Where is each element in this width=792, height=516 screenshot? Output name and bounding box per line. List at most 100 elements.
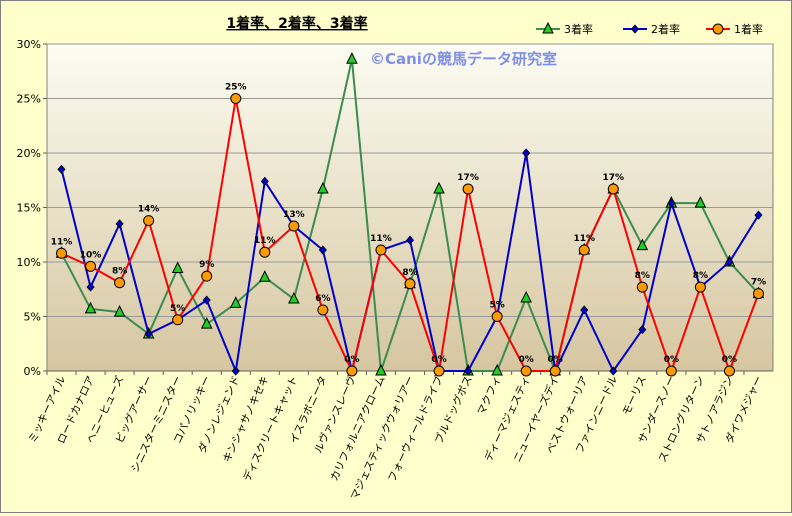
marker-circle	[578, 244, 590, 256]
marker-triangle	[258, 270, 271, 282]
legend-item: 1着率	[706, 22, 763, 36]
data-label: 8%	[635, 271, 650, 281]
marker-circle	[317, 304, 329, 316]
marker-diamond	[725, 257, 734, 267]
marker-circle	[404, 278, 416, 290]
data-label: 0%	[722, 355, 737, 365]
marker-diamond	[609, 366, 618, 376]
marker-diamond	[405, 235, 415, 245]
marker-circle	[433, 365, 445, 377]
y-tick-label: 5%	[24, 311, 41, 324]
marker-diamond	[86, 282, 95, 292]
legend-item: 3着率	[536, 21, 593, 36]
data-label: 0%	[431, 355, 446, 365]
marker-diamond	[630, 24, 640, 34]
data-label: 11%	[51, 237, 73, 247]
marker-triangle	[375, 363, 387, 376]
data-label: 13%	[283, 210, 305, 220]
data-label: 25%	[225, 83, 247, 93]
data-label: 17%	[457, 173, 479, 183]
marker-triangle	[520, 290, 532, 303]
marker-diamond	[638, 324, 647, 335]
marker-circle	[56, 247, 68, 259]
marker-triangle	[288, 291, 300, 304]
x-tick-label: カリフォルニアクローム	[328, 374, 387, 483]
marker-diamond	[202, 295, 211, 305]
x-axis: ミッキーアイルロードカナロアヘニーヒューズビッグアーサーシニスターミニスターコパ…	[27, 373, 766, 502]
marker-circle	[636, 281, 648, 293]
y-tick-label: 10%	[17, 256, 41, 269]
data-label: 8%	[402, 268, 417, 278]
marker-diamond	[260, 176, 269, 186]
data-label: 11%	[254, 236, 276, 246]
marker-circle	[491, 311, 503, 322]
marker-circle	[723, 365, 735, 377]
y-tick-label: 25%	[17, 93, 41, 106]
y-tick-label: 15%	[17, 202, 41, 215]
marker-circle	[143, 215, 155, 227]
data-label: 17%	[603, 173, 625, 183]
marker-circle	[230, 93, 242, 104]
marker-diamond	[144, 329, 153, 339]
marker-triangle	[491, 363, 503, 376]
marker-diamond	[754, 210, 763, 220]
y-tick-label: 20%	[17, 147, 41, 160]
legend-label: 1着率	[734, 22, 763, 36]
marker-diamond	[115, 219, 124, 229]
marker-circle	[694, 281, 706, 293]
y-tick-label: 30%	[17, 38, 41, 51]
x-tick-label: フォーウィールドライブ	[385, 373, 446, 484]
legend-label: 2着率	[651, 22, 680, 36]
marker-triangle	[542, 21, 554, 34]
marker-triangle	[317, 181, 329, 194]
marker-circle	[85, 260, 97, 272]
legend-label: 3着率	[564, 22, 593, 36]
series-1着率	[56, 93, 764, 377]
marker-circle	[288, 220, 300, 232]
y-axis: 0% 5% 10% 15% 20% 25% 30%	[17, 38, 41, 378]
marker-triangle	[171, 261, 184, 274]
legend: 3着率 2着率 1着率	[536, 21, 763, 36]
marker-diamond	[464, 366, 473, 376]
marker-circle	[549, 365, 561, 377]
data-label: 10%	[80, 250, 102, 260]
data-label: 0%	[519, 355, 534, 365]
marker-circle	[346, 365, 358, 377]
marker-circle	[665, 365, 677, 377]
data-label: 8%	[112, 267, 127, 277]
marker-circle	[752, 288, 764, 300]
data-label: 7%	[751, 278, 766, 288]
data-label: 8%	[693, 271, 708, 281]
x-tick-label: ディスクリートキャット	[240, 374, 300, 484]
series-group	[55, 52, 765, 377]
marker-diamond	[522, 148, 531, 158]
marker-triangle	[113, 305, 126, 317]
marker-diamond	[667, 198, 676, 208]
x-tick-label: モーリス	[620, 374, 649, 417]
data-label: 0%	[664, 355, 679, 365]
marker-diamond	[231, 366, 240, 376]
x-tick-label: マクフィ	[475, 374, 504, 417]
data-labels: 11% 10% 8% 14% 5% 9% 25% 11% 13% 6% 0% 11% 8% 0% 17% 5%…	[51, 83, 766, 366]
marker-triangle	[433, 181, 445, 194]
marker-circle	[462, 183, 474, 195]
marker-circle	[259, 246, 271, 258]
watermark: ©Caniの競馬データ研究室	[370, 50, 557, 68]
marker-triangle	[84, 301, 97, 314]
data-label: 11%	[573, 234, 595, 244]
chart-title: 1着率、2着率、3着率	[226, 15, 367, 32]
marker-circle	[114, 277, 126, 289]
data-label: 11%	[370, 234, 392, 244]
marker-diamond	[580, 305, 589, 315]
marker-circle	[712, 23, 724, 35]
marker-circle	[172, 314, 184, 326]
data-label: 0%	[548, 355, 563, 365]
marker-diamond	[318, 245, 327, 255]
data-label: 6%	[315, 294, 330, 304]
marker-triangle	[636, 238, 649, 251]
data-label: 9%	[199, 260, 214, 270]
marker-circle	[375, 244, 387, 256]
marker-circle	[520, 365, 532, 377]
